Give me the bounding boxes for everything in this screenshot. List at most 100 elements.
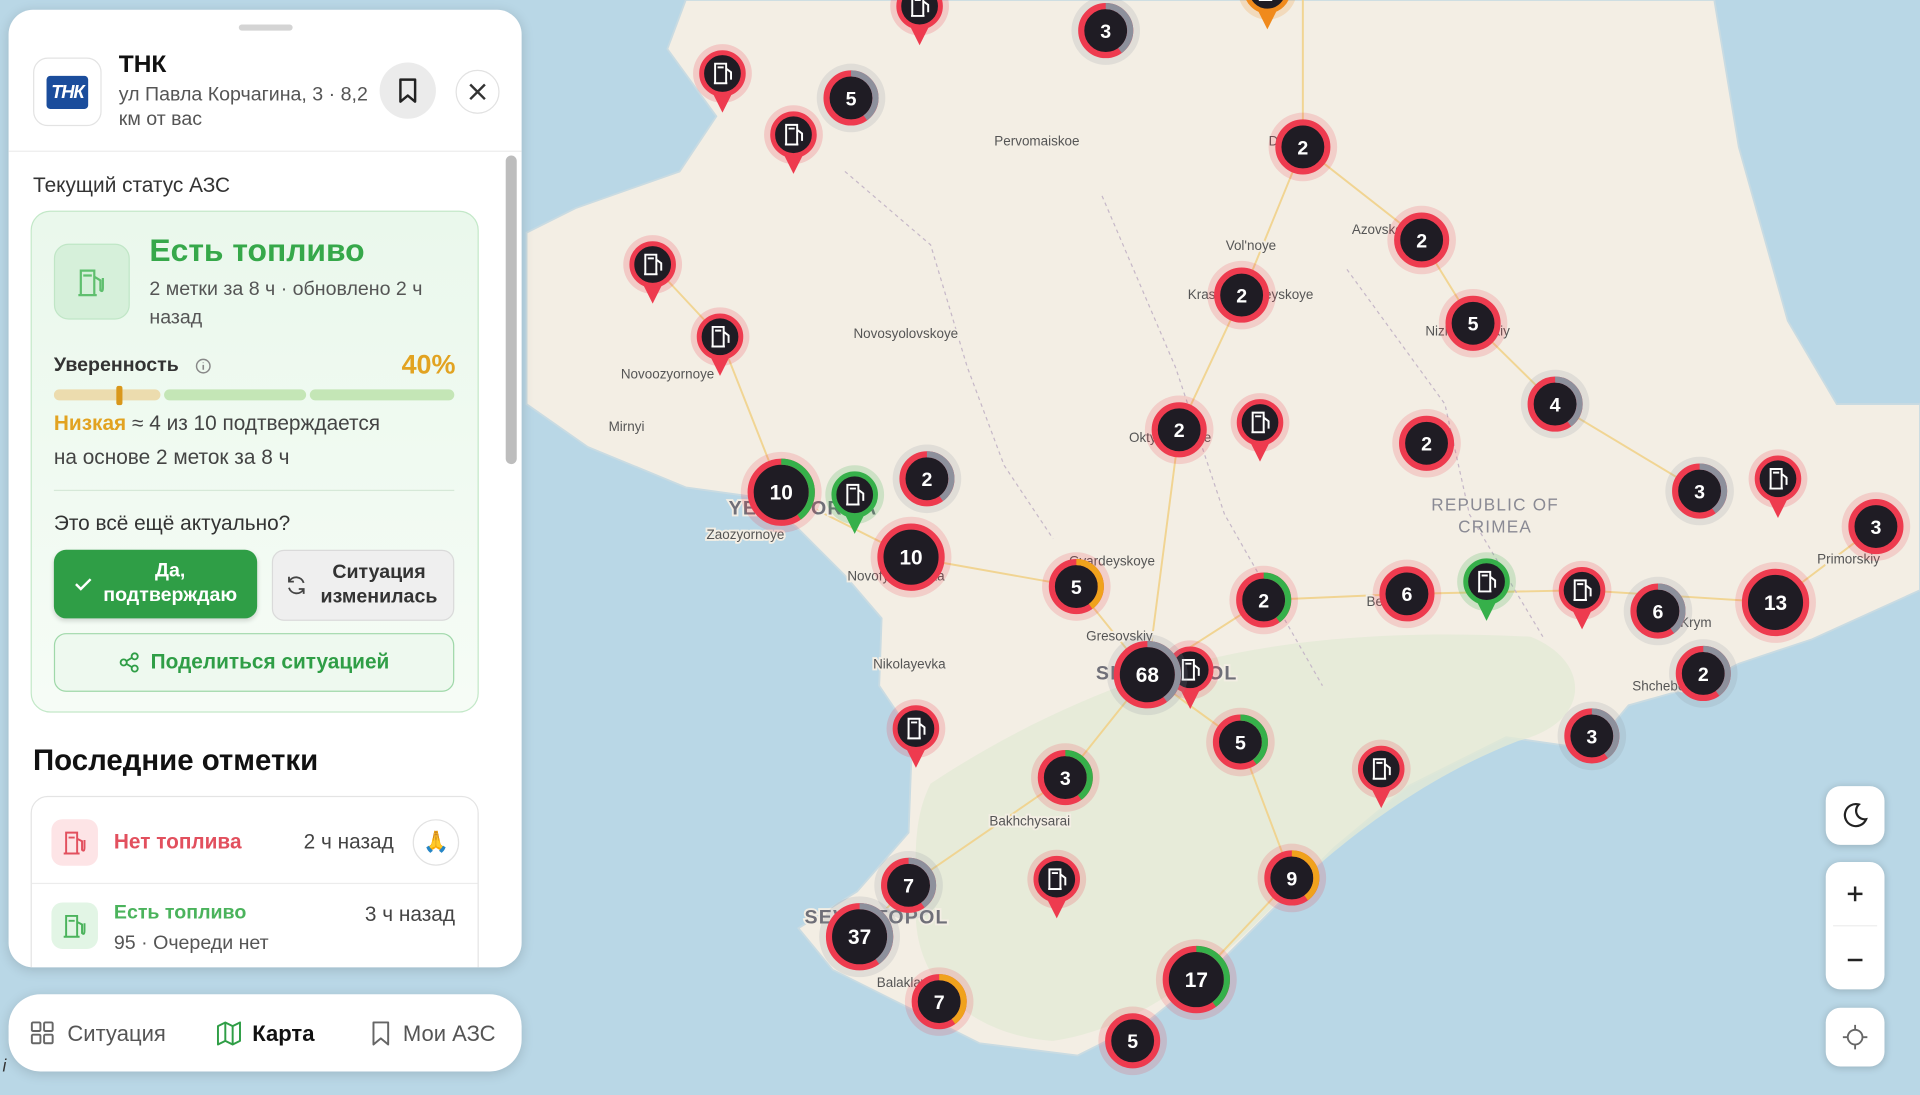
cluster[interactable]: 2 [1387,205,1456,275]
theme-button[interactable] [1825,786,1885,845]
cluster[interactable]: 5 [816,63,886,133]
cluster[interactable]: 3 [1031,743,1100,812]
borders [844,170,1544,687]
cluster[interactable]: 17 [1155,939,1237,1021]
confidence-row: Низкая ≈ 4 из 10 подтверждается [54,411,380,435]
cluster[interactable]: 37 [819,896,901,978]
pin-head [896,0,943,30]
cluster[interactable]: 10 [870,516,952,598]
recent-time: 2 ч назад [303,830,394,854]
pin-tail [1179,686,1202,709]
nav-item-active[interactable]: Карта [252,1021,315,1046]
recent-list: Нет топлива 2 ч назад 🙏 Есть топливо 3 ч… [30,795,479,968]
cluster[interactable]: 4 [1520,369,1590,439]
place-label: Gresovskiy [1086,628,1153,643]
fuel-pin[interactable] [1238,0,1297,30]
pin-icon [711,325,730,348]
pin-icon [1181,659,1200,681]
fuel-pin[interactable] [693,44,752,113]
confirm-button[interactable]: Да, подтверждаю [53,549,258,619]
pin-tail [1475,598,1498,621]
bookmark-button[interactable] [379,62,436,119]
cluster[interactable]: 3 [1841,492,1911,561]
drag-handle[interactable] [238,24,293,31]
cluster[interactable]: 13 [1735,562,1816,643]
status-icon [53,243,130,320]
cluster[interactable]: 5 [1206,707,1275,777]
changed-button[interactable]: Ситуация изменилась [271,549,455,621]
fuel-pin[interactable] [1027,849,1087,919]
cluster[interactable]: 2 [1668,639,1738,708]
fuel-pin[interactable] [764,105,823,174]
cluster-count: 7 [934,992,945,1014]
changed-label: Ситуация изменилась [320,562,438,608]
no-fuel-icon [51,819,98,866]
place-label: Primorskiy [1817,551,1880,566]
bookmark-icon [399,78,417,103]
place-label: Nikolayevka [873,657,946,672]
cluster[interactable]: 3 [1071,0,1140,65]
fuel-pin[interactable] [1351,739,1411,809]
confidence-note: ≈ 4 из 10 подтверждается [131,411,381,435]
place-label: Mirnyi [609,419,645,434]
cluster-count: 2 [1698,664,1709,686]
reaction-button[interactable]: 🙏 [412,819,460,866]
check-icon [75,578,92,591]
fuel-pin[interactable] [1457,552,1516,621]
cluster[interactable]: 6 [1372,559,1442,629]
cluster-count: 2 [1416,230,1427,252]
cluster[interactable]: 9 [1257,843,1327,913]
cluster[interactable]: 10 [740,451,822,533]
fuel-pin[interactable] [886,699,946,768]
cluster[interactable]: 3 [1665,456,1734,526]
fuel-pin[interactable] [825,465,885,534]
cluster-ring-part [823,70,879,126]
pin-icon [1769,468,1788,490]
zoom-in[interactable] [1847,886,1863,902]
cluster-count: 2 [1258,590,1269,612]
cluster[interactable]: 5 [1098,1006,1167,1076]
fuel-pin[interactable] [1748,449,1808,518]
attribution[interactable]: i [2,1055,7,1076]
cluster-count: 6 [1402,584,1413,606]
cluster[interactable]: 5 [1042,552,1111,621]
info-icon[interactable] [195,358,212,375]
pin-head [831,471,878,518]
cluster[interactable]: 5 [1438,288,1508,358]
cluster[interactable]: 2 [1268,112,1338,182]
fuel-pin[interactable] [890,0,949,46]
cluster[interactable]: 68 [1106,634,1188,716]
crosshair-icon [1842,1024,1868,1050]
cluster[interactable]: 2 [1392,408,1461,478]
fuel-icon [63,914,86,938]
cluster-ring-part [1527,376,1583,432]
cluster-count: 2 [1174,420,1185,442]
cluster[interactable]: 2 [1144,395,1214,465]
cluster[interactable]: 2 [1229,565,1298,635]
fuel-pin[interactable] [623,235,683,304]
cluster[interactable]: 2 [892,444,962,514]
nav-item[interactable]: Ситуация [67,1021,166,1046]
cluster[interactable]: 7 [874,851,943,920]
fuel-pin[interactable] [1552,560,1612,630]
recent-details: 95 · Очереди нет [113,933,269,954]
confidence-bar [53,385,455,406]
cluster[interactable]: 7 [904,967,974,1036]
pin-icon [1573,579,1592,601]
cluster-ring [1214,267,1270,323]
pin-icon [1477,570,1497,593]
cluster-ring-part [1048,558,1104,615]
locate-button[interactable] [1825,1007,1885,1067]
share-button[interactable]: Поделиться ситуацией [53,633,455,692]
close-button[interactable] [455,69,500,114]
cluster[interactable]: 6 [1623,576,1693,646]
nav-item[interactable]: Мои АЗС [402,1021,496,1046]
fuel-pin[interactable] [690,307,750,376]
scrollbar[interactable] [505,155,517,465]
pin-tail [1571,607,1594,630]
cluster[interactable]: 2 [1207,260,1276,330]
cluster[interactable]: 3 [1557,701,1627,771]
fuel-pin[interactable] [1230,393,1290,462]
status-details: 2 метки за 8 ч · обновлено 2 ч назад [149,279,423,329]
